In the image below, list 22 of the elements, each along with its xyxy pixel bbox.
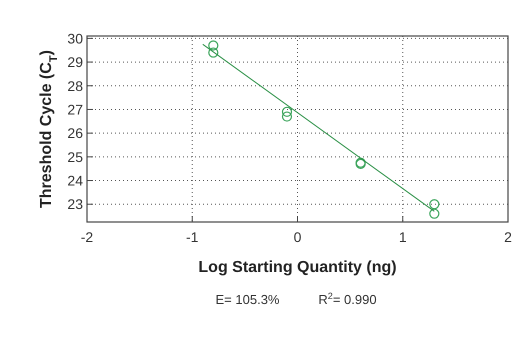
- x-tick-label: 1: [398, 229, 407, 245]
- x-axis-title: Log Starting Quantity (ng): [198, 259, 397, 276]
- y-tick-label: 28: [67, 78, 84, 94]
- point: [429, 208, 440, 219]
- y-tick-label: 23: [67, 196, 84, 212]
- x-tick-label: 2: [504, 229, 512, 245]
- point: [208, 40, 218, 51]
- point: [282, 111, 292, 122]
- point: [282, 106, 292, 117]
- y-tick-label: 27: [67, 101, 84, 118]
- y-tick-label: 30: [67, 30, 84, 46]
- y-tick-label: 25: [67, 148, 84, 165]
- x-tick-label: 0: [294, 229, 302, 245]
- x-tick-label: -1: [186, 229, 199, 245]
- y-tick-label: 29: [67, 54, 84, 70]
- y-tick-label: 26: [67, 125, 84, 142]
- text: E= 105.3%: [216, 292, 280, 307]
- point: [429, 199, 440, 210]
- point: [208, 47, 218, 58]
- y-tick-label: 24: [67, 172, 84, 189]
- x-tick-label: -2: [80, 229, 94, 245]
- text: R$^{2}$= 0.990: [318, 291, 377, 307]
